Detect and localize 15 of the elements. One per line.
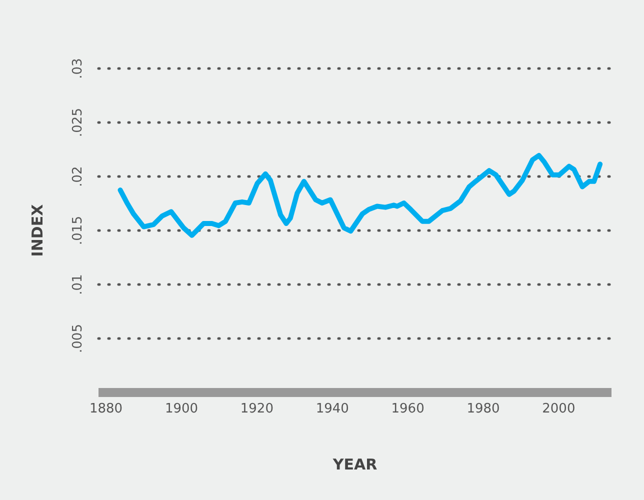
x-tick-label: 1960 [391, 402, 424, 416]
y-tick-label: .005 [70, 324, 86, 353]
y-tick-label: .02 [70, 166, 86, 187]
x-axis-title: YEAR [332, 456, 378, 474]
y-tick-label: .03 [70, 58, 86, 79]
y-tick-label: .01 [70, 274, 86, 295]
x-tick-label: 1940 [316, 402, 349, 416]
x-tick-label: 1900 [164, 402, 198, 416]
x-tick-label: 1920 [240, 402, 274, 416]
x-tick-label: 1880 [89, 402, 123, 416]
y-axis-title: INDEX [28, 204, 46, 257]
y-tick-label: .015 [70, 216, 86, 245]
x-tick-label: 1980 [466, 402, 500, 416]
x-tick-label: 2000 [542, 402, 576, 416]
y-tick-label: .025 [70, 108, 86, 137]
